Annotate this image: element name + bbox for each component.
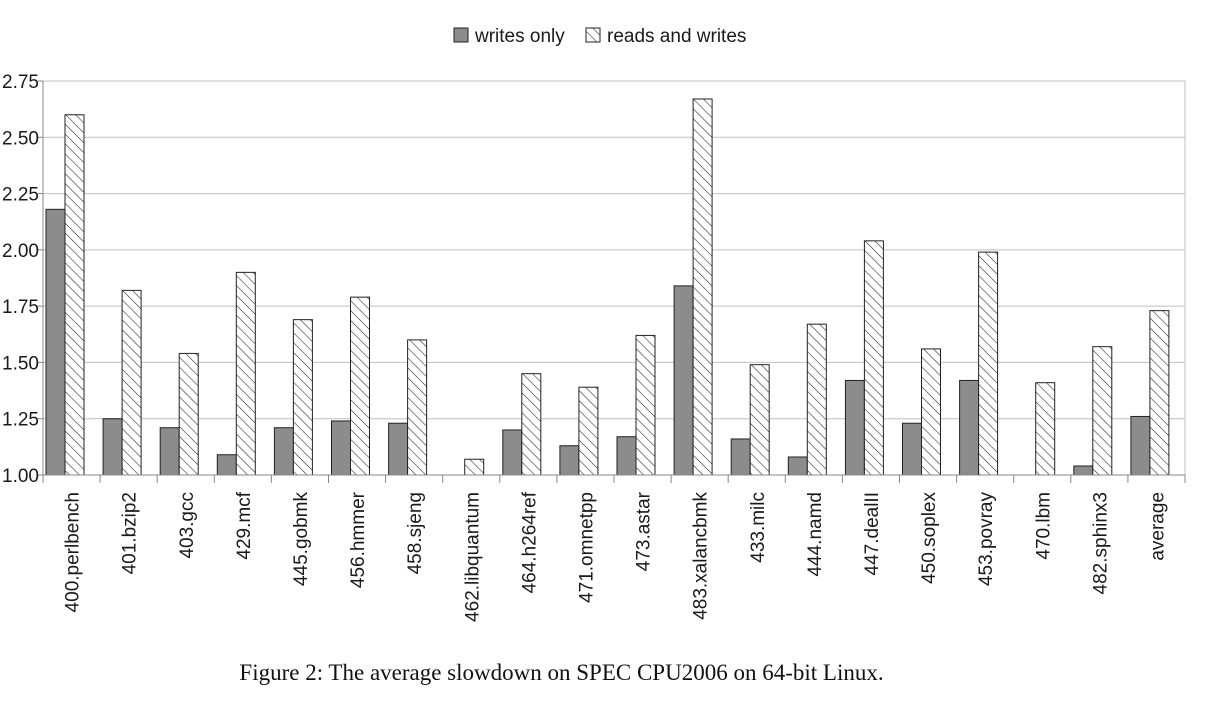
bar-writes-only-19 — [1130, 415, 1151, 476]
x-tick-label: 429.mcf — [234, 491, 255, 559]
x-tick-label: 444.namd — [805, 492, 826, 577]
y-tick-label: 2.50 — [2, 128, 39, 149]
y-tick-label: 1.75 — [2, 297, 39, 318]
bar-writes-only-8 — [502, 429, 523, 476]
bar-chart: writes only reads and writes 1.00 1.25 1.5… — [2, 26, 1186, 622]
bars — [45, 98, 1170, 476]
x-tick-label: 471.omnetpp — [576, 492, 597, 603]
bar-reads-and-writes-10 — [635, 334, 656, 476]
bar-reads-and-writes-14 — [863, 240, 884, 476]
bar-writes-only-5 — [331, 420, 351, 476]
bar-reads-and-writes-19 — [1149, 310, 1170, 476]
bar-reads-and-writes-13 — [806, 323, 827, 476]
gridlines — [43, 80, 1185, 476]
x-tick-label: 453.povray — [976, 492, 997, 587]
y-tick-label: 1.00 — [2, 466, 39, 487]
bar-reads-and-writes-18 — [1092, 346, 1113, 476]
bar-reads-and-writes-12 — [749, 364, 770, 476]
bar-writes-only-14 — [844, 379, 865, 476]
legend: writes only reads and writes — [453, 26, 746, 47]
x-tick-label: 400.perlbench — [63, 492, 84, 612]
bar-writes-only-1 — [102, 418, 123, 476]
axes — [42, 81, 1186, 483]
bar-writes-only-10 — [616, 436, 637, 476]
y-tick-label: 2.25 — [2, 185, 39, 206]
bar-reads-and-writes-0 — [64, 114, 85, 476]
x-tick-label: 456.hmmer — [348, 491, 369, 588]
bar-reads-and-writes-7 — [464, 458, 485, 476]
bar-reads-and-writes-6 — [407, 339, 428, 476]
bar-writes-only-6 — [388, 422, 409, 476]
figure-caption: Figure 2: The average slowdown on SPEC C… — [239, 660, 884, 685]
bar-reads-and-writes-11 — [692, 98, 713, 476]
bar-reads-and-writes-9 — [578, 386, 599, 476]
bar-writes-only-12 — [730, 438, 751, 476]
bar-reads-and-writes-3 — [235, 271, 256, 476]
bar-writes-only-16 — [959, 379, 980, 476]
y-tick-label: 2.00 — [2, 241, 39, 262]
x-tick-label: 433.milc — [748, 492, 769, 563]
x-tick-label: 458.sjeng — [405, 492, 426, 574]
bar-writes-only-4 — [273, 427, 294, 476]
bar-reads-and-writes-8 — [521, 373, 542, 476]
y-axis-ticks: 1.00 1.25 1.50 1.75 2.00 2.25 2.50 2.75 — [2, 72, 43, 487]
y-tick-label: 1.50 — [2, 353, 39, 374]
x-tick-label: 445.gobmk — [291, 492, 312, 587]
x-tick-label: average — [1147, 492, 1168, 561]
bar-writes-only-15 — [902, 422, 922, 476]
y-tick-label: 2.75 — [2, 72, 39, 93]
bar-reads-and-writes-15 — [921, 348, 941, 476]
x-axis-labels: 400.perlbench 401.bzip2 403.gcc 429.mcf 445.… — [63, 491, 1169, 622]
x-tick-label: 483.xalancbmk — [691, 492, 712, 620]
legend-swatch-reads-and-writes — [585, 27, 601, 43]
legend-swatch-writes-only — [453, 27, 469, 43]
x-tick-label: 482.sphinx3 — [1090, 492, 1111, 594]
bar-writes-only-13 — [787, 456, 808, 476]
bar-reads-and-writes-17 — [1035, 382, 1056, 476]
y-tick-label: 1.25 — [2, 410, 39, 431]
x-tick-label: 447.dealII — [862, 492, 883, 575]
bar-writes-only-3 — [216, 454, 237, 476]
x-tick-label: 450.soplex — [919, 492, 940, 584]
bar-writes-only-0 — [45, 208, 66, 476]
legend-label-writes-only: writes only — [474, 26, 565, 47]
bar-reads-and-writes-2 — [178, 352, 199, 476]
bar-writes-only-9 — [559, 445, 580, 476]
legend-label-reads-and-writes: reads and writes — [607, 26, 746, 47]
bar-reads-and-writes-5 — [350, 296, 370, 476]
x-tick-label: 464.h264ref — [519, 491, 540, 593]
x-tick-label: 473.astar — [634, 491, 655, 571]
bar-writes-only-11 — [673, 285, 694, 476]
bar-reads-and-writes-4 — [292, 319, 313, 476]
bar-reads-and-writes-16 — [978, 251, 999, 476]
bar-writes-only-2 — [159, 427, 180, 476]
x-tick-label: 462.libquantum — [462, 492, 483, 622]
x-tick-label: 401.bzip2 — [120, 492, 141, 574]
x-tick-label: 470.lbm — [1033, 492, 1054, 560]
bar-writes-only-18 — [1073, 465, 1094, 476]
bar-reads-and-writes-1 — [121, 289, 142, 476]
x-tick-label: 403.gcc — [177, 492, 198, 559]
